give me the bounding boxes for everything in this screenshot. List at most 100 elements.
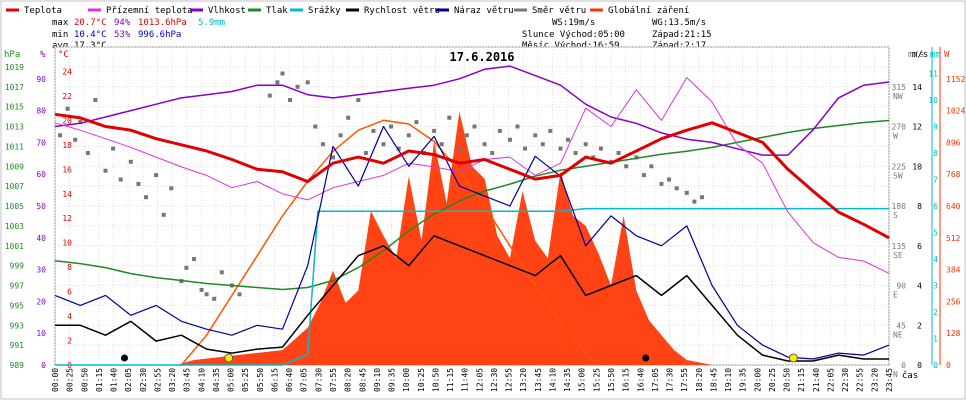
wind-direction-point: [212, 296, 217, 301]
axis-tick-label: 80: [36, 107, 46, 116]
x-tick-label: 02:05: [124, 368, 133, 392]
axis-tick-label: 0: [41, 361, 46, 370]
x-tick-label: 01:15: [95, 368, 104, 392]
series-line-tlak: [54, 119, 890, 291]
x-tick-label: 12:05: [475, 368, 484, 392]
x-tick-label: 03:20: [168, 368, 177, 392]
x-tick-label: 07:30: [314, 368, 323, 392]
wind-direction-point: [616, 151, 621, 155]
wind-direction-point: [566, 137, 570, 142]
axis-tick-label: 0: [933, 361, 938, 370]
axis-tick-label: 10: [36, 329, 46, 338]
x-tick-label: 12:30: [490, 368, 499, 392]
wind-direction-point: [371, 128, 376, 133]
wind-direction-point: [320, 142, 325, 147]
axis-tick-label: 1: [933, 335, 938, 344]
series-line-rychlost-v-tru: [55, 235, 889, 362]
wind-direction-point: [73, 137, 78, 142]
x-tick-label: 02:30: [139, 368, 148, 392]
axis-direction-label: SE: [893, 251, 903, 260]
axis-tick-label: 7: [933, 176, 938, 185]
axis-tick-label: 640: [946, 202, 961, 211]
axis-tick-label: 128: [946, 329, 961, 338]
wind-direction-point: [356, 98, 361, 102]
wind-direction-point: [58, 133, 63, 138]
axis-tick-label: 991: [10, 341, 25, 350]
x-tick-label: 16:40: [636, 368, 645, 392]
axis-tick-label: 24: [62, 67, 72, 76]
axis-tick-label: 4: [917, 282, 922, 291]
legend-label: Teplota: [24, 6, 62, 16]
axis-tick-label: 14: [912, 83, 922, 92]
x-tick-label: 22:30: [841, 368, 850, 392]
wind-direction-point: [700, 195, 704, 200]
x-tick-label: 14:10: [548, 368, 557, 392]
axis-unit-label: m/s: [908, 50, 924, 60]
axis-tick-label: 1003: [5, 222, 24, 231]
wind-direction-point: [649, 164, 654, 169]
x-tick-label: 15:00: [578, 368, 587, 392]
stats-max-temp: 20.7°C: [74, 18, 107, 28]
axis-tick-label: 0: [901, 361, 906, 370]
x-tick-label: 17:55: [680, 368, 689, 392]
axis-tick-label: 4: [67, 312, 72, 321]
x-tick-label: 01:40: [110, 368, 119, 392]
wind-direction-point: [280, 71, 285, 76]
wind-info-block: WS:19m/s WG:13.5m/s Slunce Východ:05:00 …: [522, 18, 712, 51]
x-tick-label: 08:20: [344, 368, 353, 392]
axis-tick-label: 1009: [5, 162, 24, 171]
axis-tick-label: 1007: [5, 182, 24, 191]
x-tick-label: 09:35: [388, 368, 397, 392]
x-tick-label: 02:55: [153, 368, 162, 392]
axis-tick-label: 12: [912, 123, 922, 132]
axis-tick-label: 384: [946, 266, 961, 275]
axis-tick-label: 90: [36, 75, 46, 84]
x-tick-label: 06:40: [285, 368, 294, 392]
axis-direction-label: W: [893, 132, 898, 141]
wind-direction-point: [346, 115, 351, 120]
wind-direction-point: [288, 98, 292, 102]
x-tick-label: 10:00: [402, 368, 411, 392]
wind-direction-point: [313, 124, 318, 129]
wind-direction-point: [65, 106, 70, 111]
wind-ws: WS:19m/s: [552, 18, 595, 28]
stats-max-hum: 94%: [114, 18, 131, 28]
wind-direction-point: [111, 146, 116, 151]
wind-direction-point: [684, 190, 689, 195]
wind-direction-point: [219, 270, 224, 275]
x-tick-label: 15:50: [607, 368, 616, 392]
stats-min-temp: 10.4°C: [74, 30, 107, 40]
stats-max-label: max: [52, 18, 69, 28]
sun-set: Západ:21:15: [652, 30, 712, 40]
x-tick-label: 13:20: [519, 368, 528, 392]
wind-direction-point: [192, 257, 196, 261]
axis-tick-label: 60: [36, 170, 46, 179]
wind-direction-point: [128, 159, 133, 164]
axis-direction-label: N: [893, 370, 898, 379]
wind-direction-point: [634, 155, 639, 160]
axis-tick-label: 45: [896, 321, 906, 330]
x-tick-label: 03:45: [183, 368, 192, 392]
wind-direction-point: [237, 292, 242, 297]
x-tick-label: 23:20: [870, 368, 879, 392]
axis-tick-label: 997: [10, 282, 25, 291]
axis-tick-label: 0: [946, 361, 951, 370]
axis-direction-label: S: [893, 211, 898, 220]
wind-direction-point: [305, 80, 310, 85]
series-line-teplota: [54, 112, 890, 240]
wind-direction-point: [583, 142, 588, 147]
x-tick-label: 22:05: [826, 368, 835, 392]
wind-direction-point: [598, 146, 603, 151]
axis-tick-label: 2: [933, 308, 938, 317]
legend: Teplota Přízemní teplota Vlhkost Tlak Srážky…: [6, 6, 689, 16]
series-line-vlhkost: [54, 65, 890, 156]
wind-direction-point: [184, 265, 189, 270]
axis-tick-label: 10: [62, 239, 72, 248]
x-tick-label: 10:50: [431, 368, 440, 392]
wind-direction-point: [199, 287, 204, 292]
wind-direction-point: [692, 199, 697, 204]
axis-unit-label: %: [40, 50, 46, 60]
axis-tick-label: 896: [946, 138, 961, 147]
